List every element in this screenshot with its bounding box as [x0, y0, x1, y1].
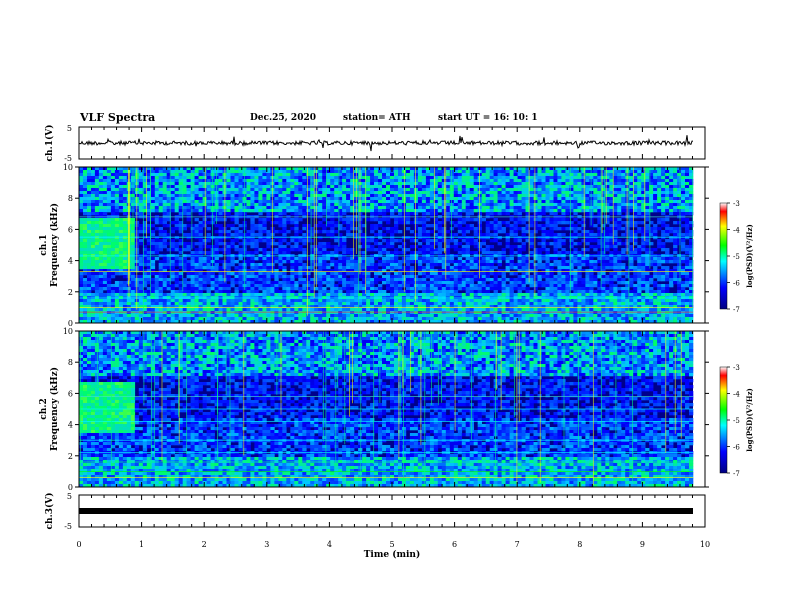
spec2-yticks-label-10: 10 — [63, 327, 73, 336]
ch3-waveform-panel: 5 -5 ch.3(V) — [44, 492, 706, 531]
cb2-ticks-label--6: -6 — [733, 444, 740, 452]
ch1-colorbar — [719, 202, 728, 310]
ch1-colorbar-label: log(PSD)(V²/Hz) — [745, 224, 754, 288]
x-tick-label-2: 2 — [202, 540, 207, 549]
ch1-waveform-ylabel: ch.1(V) — [44, 125, 55, 162]
cb1-ticks-label--5: -5 — [733, 253, 740, 261]
spec2-yticks-label-8: 8 — [68, 358, 73, 367]
ch1-ytick-neg5: -5 — [64, 154, 72, 163]
cb2-ticks-label--7: -7 — [733, 470, 740, 478]
date-label: Dec.25, 2020 — [250, 113, 316, 123]
x-tick-label-10: 10 — [700, 540, 710, 549]
spec2-yticks-label-0: 0 — [68, 483, 73, 492]
spec1-yticks-label-6: 6 — [68, 225, 73, 234]
ch1-spectrogram-image — [79, 167, 705, 324]
ch2-colorbar-label: log(PSD)(V²/Hz) — [745, 388, 754, 452]
ch2-colorbar — [719, 366, 728, 474]
ch1-spectrogram-ylabel-frequency: Frequency (kHz) — [49, 203, 60, 287]
cb1-ticks-label--6: -6 — [733, 280, 740, 288]
start-time-label: start UT = 16: 10: 1 — [438, 113, 538, 123]
ch3-waveform-ylabel: ch.3(V) — [44, 493, 55, 530]
x-tick-label-3: 3 — [264, 540, 269, 549]
chart-title: VLF Spectra — [80, 111, 156, 124]
cb2-ticks-label--3: -3 — [733, 364, 740, 372]
ch3-ytick-neg5: -5 — [64, 522, 72, 531]
ch2-spectrogram-image — [79, 331, 705, 488]
spec1-yticks-label-0: 0 — [68, 319, 73, 328]
ch2-spectrogram-ylabel-channel: ch.2 — [39, 398, 49, 419]
spec1-yticks-label-10: 10 — [63, 163, 73, 172]
cb2-ticks-label--5: -5 — [733, 417, 740, 425]
x-tick-label-7: 7 — [515, 540, 520, 549]
cb2-ticks-label--4: -4 — [733, 391, 740, 399]
x-tick-label-9: 9 — [640, 540, 645, 549]
ch2-spectrogram-ylabel-frequency: Frequency (kHz) — [49, 367, 60, 451]
x-axis-label: Time (min) — [364, 549, 421, 560]
spec1-yticks-label-4: 4 — [68, 257, 73, 266]
cb1-ticks-label--4: -4 — [733, 227, 740, 235]
ch1-ytick-5: 5 — [67, 124, 72, 133]
x-tick-label-8: 8 — [577, 540, 582, 549]
station-label: station= ATH — [343, 113, 411, 123]
x-tick-label-1: 1 — [139, 540, 144, 549]
spec2-yticks-label-6: 6 — [68, 389, 73, 398]
spec2-yticks-label-4: 4 — [68, 421, 73, 430]
ch3-ytick-5: 5 — [67, 492, 72, 501]
cb1-ticks-label--7: -7 — [733, 306, 740, 314]
ch1-waveform-panel: 5 -5 ch.1(V) — [44, 124, 706, 163]
x-tick-label-4: 4 — [327, 540, 332, 549]
ch1-spectrogram-ylabel-channel: ch.1 — [39, 234, 49, 255]
cb1-ticks-label--3: -3 — [733, 200, 740, 208]
ch1-waveform-line — [78, 135, 693, 152]
x-tick-label-6: 6 — [452, 540, 457, 549]
spec1-yticks-label-2: 2 — [68, 288, 73, 297]
x-tick-label-0: 0 — [76, 540, 81, 549]
spec2-yticks-label-2: 2 — [68, 452, 73, 461]
ch3-waveform-line — [79, 508, 693, 514]
x-tick-label-5: 5 — [389, 540, 394, 549]
spec1-yticks-label-8: 8 — [68, 194, 73, 203]
